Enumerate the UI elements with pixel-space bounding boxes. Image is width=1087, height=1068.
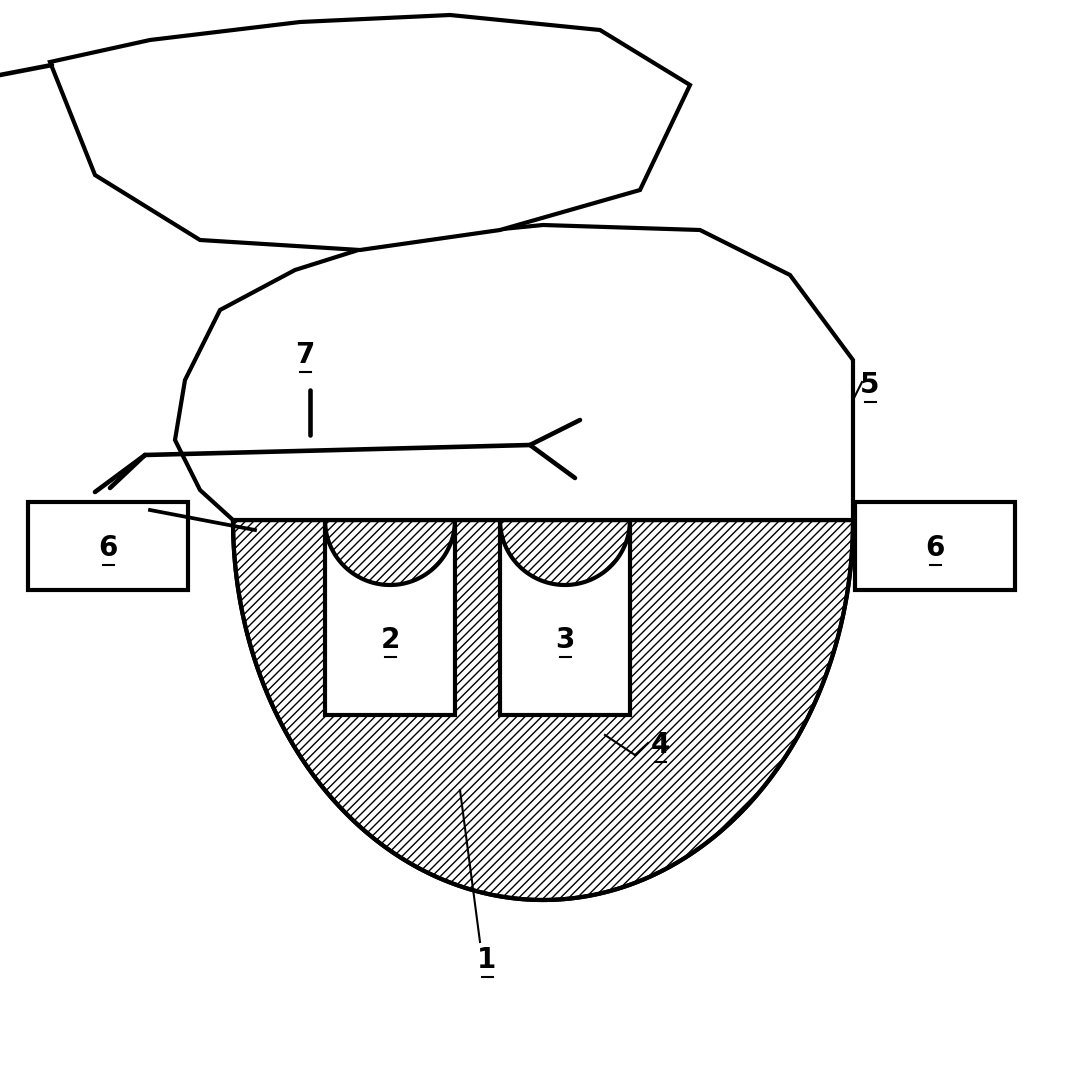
Text: 7: 7 <box>296 341 315 370</box>
Polygon shape <box>233 520 853 900</box>
Text: 4: 4 <box>650 731 670 759</box>
Bar <box>855 502 1015 590</box>
Polygon shape <box>500 520 630 714</box>
Polygon shape <box>175 225 853 520</box>
Bar <box>28 502 188 590</box>
Text: 5: 5 <box>860 371 879 399</box>
Polygon shape <box>325 520 455 714</box>
Text: 6: 6 <box>925 534 945 562</box>
Text: 2: 2 <box>380 626 400 654</box>
Text: 6: 6 <box>98 534 117 562</box>
Polygon shape <box>50 15 690 250</box>
Text: 1: 1 <box>477 946 497 974</box>
Text: 3: 3 <box>555 626 575 654</box>
